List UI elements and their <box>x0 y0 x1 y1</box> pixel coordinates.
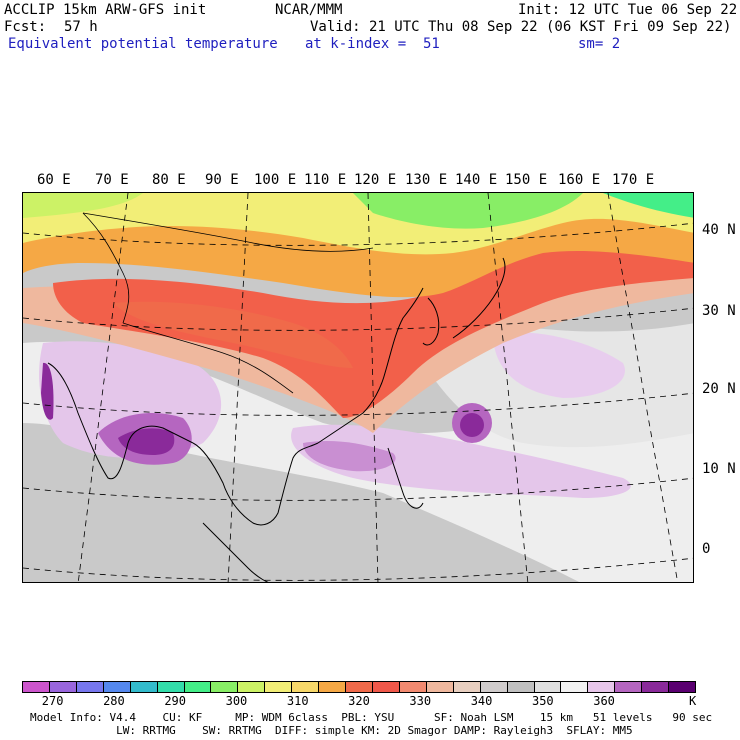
longitude-label: 60 E <box>37 172 71 188</box>
longitude-label: 120 E <box>354 172 397 188</box>
valid-time: Valid: 21 UTC Thu 08 Sep 22 (06 KST Fri … <box>310 19 732 35</box>
colorbar-swatch <box>211 682 239 692</box>
central-asia-border <box>82 212 130 324</box>
lat-40 <box>23 222 693 246</box>
colorbar-swatch <box>346 682 373 692</box>
lime-northwest-zone <box>23 193 143 218</box>
china-east-coastline <box>317 287 424 444</box>
sumatra-coastline <box>202 522 269 582</box>
green-mongolia-zone <box>353 193 583 229</box>
colorbar-swatch <box>265 682 293 692</box>
red-theta-e-band <box>53 238 693 418</box>
init-time: Init: 12 UTC Tue 06 Sep 22 <box>518 2 738 18</box>
latitude-label: 20 N <box>702 381 736 397</box>
coastlines <box>47 257 506 582</box>
colorbar-swatch <box>23 682 50 692</box>
central-pacific-lavender-zone <box>493 332 625 398</box>
south-china-sea-maximum <box>303 441 396 472</box>
map-field-graphic <box>23 193 693 582</box>
green-northeast-zone <box>603 193 693 218</box>
colorbar-swatch <box>184 682 212 692</box>
colorbar-swatch <box>453 682 481 692</box>
lat-30 <box>23 307 693 331</box>
longitude-label: 70 E <box>95 172 129 188</box>
longitude-label: 170 E <box>612 172 655 188</box>
latitude-label: 40 N <box>702 222 736 238</box>
colorbar-tick-label: 330 <box>409 694 432 708</box>
western-pacific-lavender-zone <box>291 424 631 498</box>
fcst-label: Fcst: <box>4 19 47 35</box>
colorbar-swatch <box>642 682 670 692</box>
lat-0 <box>23 557 693 581</box>
fcst-hours: 57 h <box>64 19 98 35</box>
colorbar-swatch <box>534 682 562 692</box>
country-borders <box>82 212 374 394</box>
lon-160 <box>607 193 679 582</box>
colorbar-swatch <box>480 682 508 692</box>
colorbar-swatch <box>372 682 400 692</box>
china-red-core <box>113 301 353 368</box>
lat-20 <box>23 392 693 416</box>
colorbar-tick-label: 270 <box>41 694 64 708</box>
colorbar <box>22 681 696 693</box>
colorbar-swatch <box>238 682 266 692</box>
smoothing-value: sm= 2 <box>578 36 621 52</box>
colorbar-tick-label: 360 <box>593 694 615 708</box>
colorbar-swatch <box>399 682 427 692</box>
org-label: NCAR/MMM <box>275 2 343 18</box>
colorbar-swatch <box>426 682 454 692</box>
field-name: Equivalent potential temperature <box>8 36 278 52</box>
longitude-label: 110 E <box>304 172 347 188</box>
model-title: ACCLIP 15km ARW-GFS init <box>4 2 207 18</box>
colorbar-swatch <box>103 682 131 692</box>
latitude-label: 30 N <box>702 303 736 319</box>
korea-coastline <box>422 297 440 346</box>
southeast-asia-coastline <box>192 442 319 526</box>
level-index: at k-index = 51 <box>305 36 440 52</box>
colorbar-tick-label: 280 <box>103 694 125 708</box>
colorbar-unit: K <box>689 694 697 708</box>
colorbar-swatch <box>319 682 347 692</box>
longitude-label: 80 E <box>152 172 186 188</box>
equivalent-potential-temperature-map <box>22 192 694 583</box>
graticule <box>23 193 693 582</box>
mongolia-border <box>82 212 374 252</box>
longitude-label: 130 E <box>405 172 448 188</box>
colorbar-swatch <box>292 682 320 692</box>
longitude-label: 90 E <box>205 172 239 188</box>
colorbar-swatch <box>157 682 185 692</box>
colorbar-swatch <box>507 682 535 692</box>
colorbar-swatch <box>588 682 616 692</box>
longitude-label: 160 E <box>558 172 601 188</box>
colorbar-tick-label: 320 <box>348 694 370 708</box>
colorbar-swatch <box>669 682 696 692</box>
colorbar-swatch <box>561 682 589 692</box>
model-info-line2: LW: RRTMG SW: RRTMG DIFF: simple KM: 2D … <box>30 724 633 737</box>
colorbar-tick-label: 350 <box>531 694 554 708</box>
colorbar-tick-label: 310 <box>286 694 309 708</box>
colorbar-swatch <box>76 682 104 692</box>
colorbar-swatch <box>49 682 77 692</box>
colorbar-swatch <box>615 682 643 692</box>
latitude-label: 0 <box>702 541 711 557</box>
model-info-line1: Model Info: V4.4 CU: KF MP: WDM 6class P… <box>30 711 713 724</box>
longitude-label: 140 E <box>455 172 498 188</box>
philippines-coastline <box>387 447 424 509</box>
lat-10 <box>23 477 693 501</box>
latitude-label: 10 N <box>702 461 736 477</box>
colorbar-tick-label: 340 <box>470 694 493 708</box>
japan-coastline <box>452 257 506 339</box>
india-coastline <box>47 362 194 480</box>
himalaya-border <box>122 322 294 394</box>
longitude-label: 150 E <box>505 172 548 188</box>
colorbar-tick-label: 300 <box>225 694 248 708</box>
colorbar-swatch <box>130 682 158 692</box>
longitude-label: 100 E <box>254 172 297 188</box>
typhoon-core <box>460 413 484 437</box>
colorbar-tick-label: 290 <box>164 694 187 708</box>
